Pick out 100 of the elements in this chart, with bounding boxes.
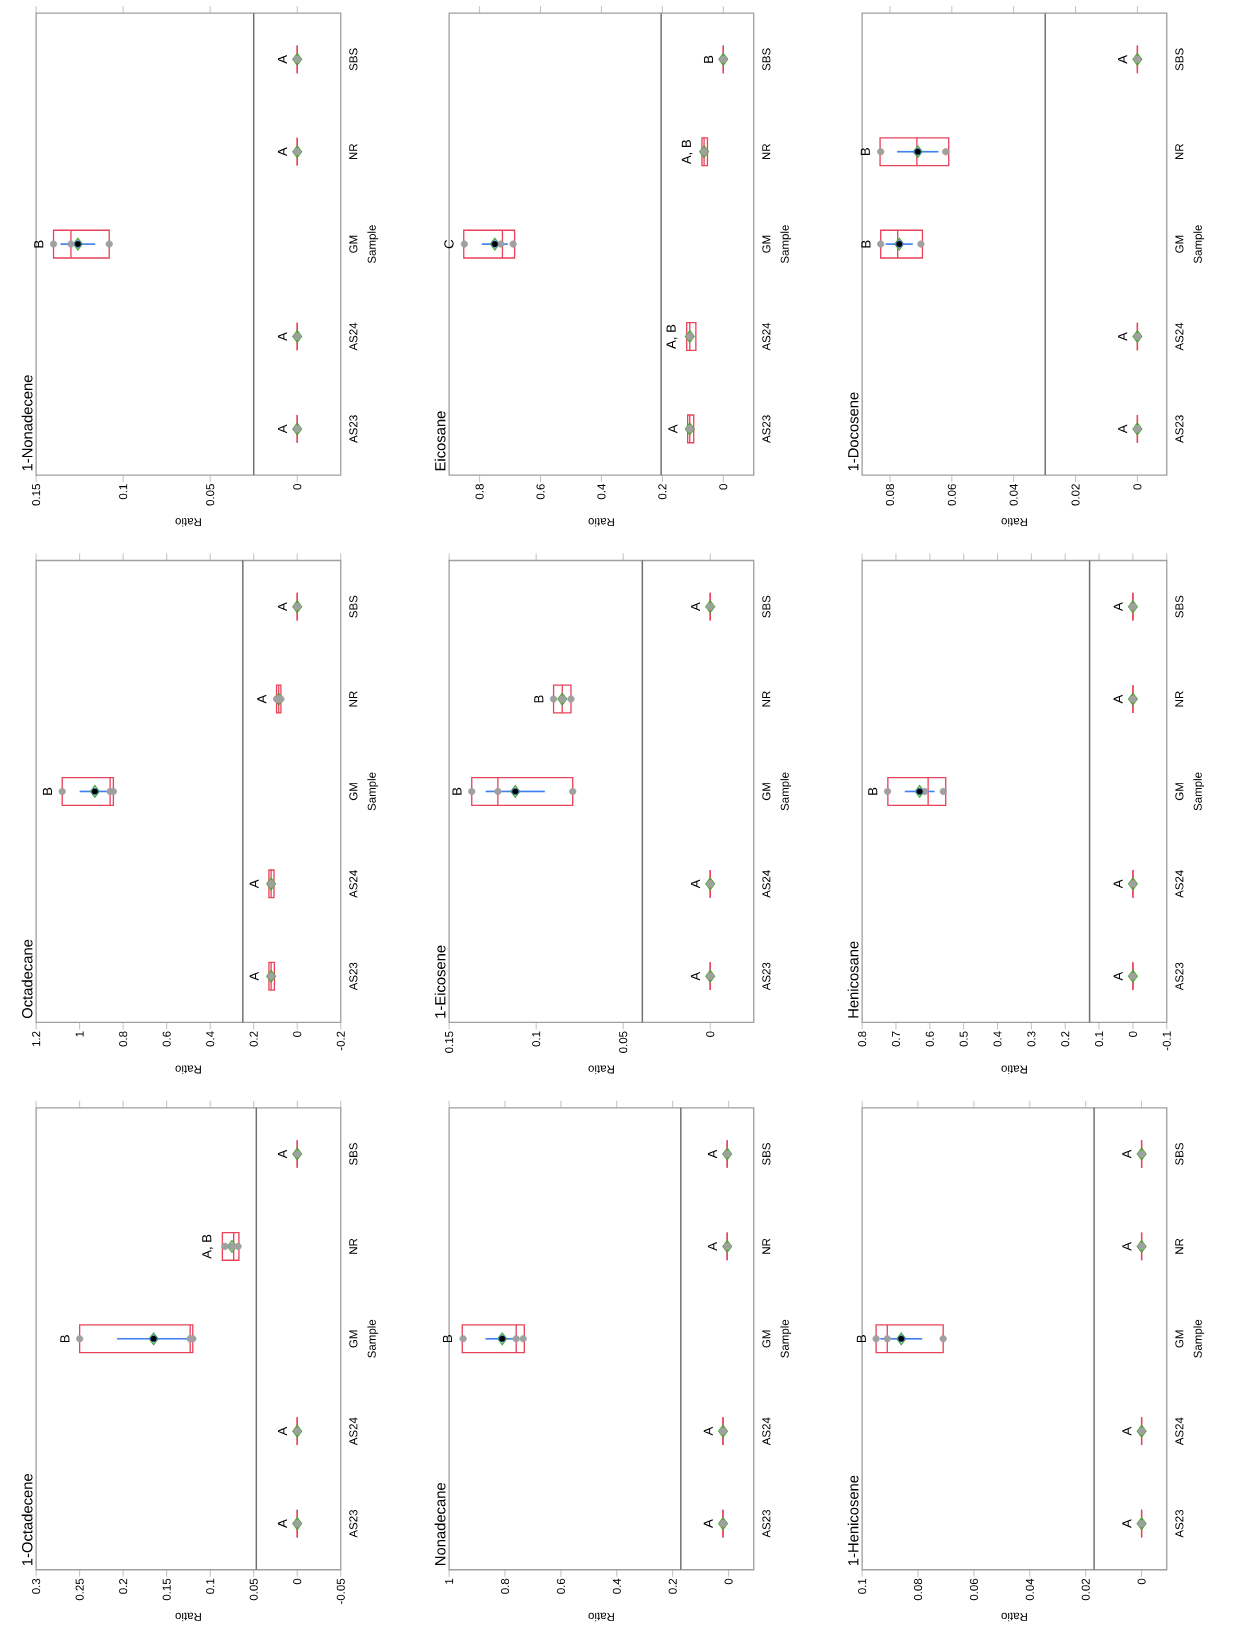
y-tick-label: AS23 (349, 1510, 358, 1538)
x-tick-label: 0.3 (1027, 1031, 1036, 1047)
y-tick-label: GM (1175, 783, 1184, 801)
x-tick-label: 0.04 (1025, 1578, 1034, 1601)
y-tick-label: GM (1175, 1330, 1184, 1348)
annotation: B (42, 787, 52, 795)
annotation: A (277, 54, 287, 64)
y-axis-title: Sample (367, 772, 379, 811)
x-tick-label: 0.6 (162, 1031, 171, 1047)
annotation: A (277, 147, 287, 157)
x-axis-title: Ratio (588, 1612, 614, 1622)
annotation: B (703, 55, 714, 63)
y-axis-title: Sample (1193, 1319, 1205, 1358)
annotation: B (868, 787, 878, 795)
y-tick-label: SBS (762, 1143, 771, 1165)
y-tick-label: GM (762, 1330, 771, 1348)
annotation: A (1122, 1519, 1132, 1528)
x-tick-label: 1.2 (32, 1031, 41, 1047)
text: 1-Docosene (848, 392, 859, 471)
y-tick-label: NR (349, 691, 358, 707)
x-tick-label: 0.8 (475, 484, 484, 500)
x-tick-label: 0.7 (891, 1031, 901, 1047)
y-tick-label: SBS (1175, 1143, 1184, 1165)
y-tick-label: SBS (1175, 48, 1184, 71)
x-tick-label: 0 (1128, 1031, 1137, 1037)
x-axis-title: Ratio (175, 1065, 201, 1074)
y-tick-label: GM (349, 1330, 358, 1348)
x-tick-label: -0.05 (336, 1578, 345, 1604)
annotation: B (861, 240, 871, 248)
annotation: C (444, 239, 454, 249)
annotation: B (442, 1335, 452, 1343)
annotation: B (452, 787, 462, 795)
annotation: A (1122, 1149, 1132, 1159)
y-axis-title: Sample (780, 1319, 792, 1358)
y-tick-label: AS24 (349, 1417, 358, 1446)
y-tick-label: SBS (349, 48, 358, 71)
x-tick-label: 0.2 (119, 1578, 128, 1594)
x-tick-label: 0 (724, 1578, 733, 1585)
y-tick-label: AS24 (349, 870, 358, 898)
annotation: B (534, 695, 544, 703)
y-tick-label: SBS (762, 48, 771, 71)
x-tick-label: 0.08 (913, 1578, 923, 1601)
x-tick-label: 0.3 (32, 1578, 41, 1594)
x-tick-label: 0.06 (947, 484, 956, 506)
y-axis-title: Sample (367, 225, 379, 264)
x-tick-label: 1 (445, 1578, 454, 1584)
annotation: A (249, 879, 259, 889)
x-tick-label: 0.02 (1071, 484, 1080, 506)
x-tick-label: 0.4 (612, 1578, 621, 1594)
annotation: A (690, 879, 700, 889)
y-tick-label: NR (762, 143, 771, 160)
x-axis-title: Ratio (175, 518, 201, 527)
x-tick-label: 0.05 (206, 484, 215, 506)
x-tick-label: 0.6 (925, 1031, 934, 1047)
annotation: A, B (202, 1234, 213, 1259)
x-tick-label: 0.8 (858, 1031, 867, 1047)
annotation: A (690, 971, 700, 981)
annotation: A, B (666, 324, 678, 349)
y-tick-label: AS23 (762, 415, 771, 443)
x-tick-label: 0.04 (1009, 483, 1018, 506)
annotation: A (1118, 424, 1128, 434)
y-tick-label: SBS (349, 1143, 358, 1165)
x-axis-title: Ratio (588, 518, 614, 527)
y-tick-label: NR (349, 1238, 358, 1254)
x-tick-label: 0.4 (206, 1031, 215, 1047)
annotation: A (277, 1519, 287, 1528)
annotation: A (703, 1519, 713, 1528)
y-tick-label: GM (762, 235, 771, 253)
x-tick-label: 0.1 (119, 484, 128, 500)
text: Henicosane (847, 941, 859, 1018)
x-tick-label: 0.8 (500, 1578, 510, 1594)
x-tick-label: 0.6 (556, 1578, 565, 1594)
y-tick-label: AS23 (762, 962, 771, 991)
y-tick-label: GM (349, 235, 358, 253)
y-tick-label: NR (762, 1238, 771, 1254)
annotation: A (257, 694, 267, 704)
y-tick-label: GM (1175, 235, 1184, 253)
annotation: B (60, 1335, 70, 1343)
annotation: A (277, 424, 287, 434)
x-tick-label: 0.5 (959, 1031, 968, 1047)
annotation: A (249, 971, 259, 981)
annotation: A (1122, 1242, 1132, 1251)
x-tick-label: 0.2 (668, 1578, 677, 1594)
annotation: A (277, 1149, 287, 1159)
text: 1-Nonadecene (21, 375, 33, 471)
y-axis-title: Sample (1193, 772, 1205, 811)
y-axis-title: Sample (780, 772, 792, 811)
x-tick-label: 0.06 (969, 1578, 978, 1601)
annotation: B (34, 240, 44, 248)
x-tick-label: 0.2 (658, 484, 667, 500)
x-axis-title: Ratio (588, 1065, 614, 1074)
x-tick-label: 0.6 (536, 484, 545, 500)
x-tick-label: 0.05 (619, 1031, 628, 1053)
x-tick-label: 0.1 (858, 1578, 867, 1594)
annotation: B (860, 148, 870, 156)
y-tick-label: AS24 (762, 322, 771, 351)
y-tick-label: AS24 (762, 870, 771, 898)
annotation: A (707, 1149, 717, 1159)
y-tick-label: AS24 (1175, 322, 1184, 351)
y-tick-label: AS23 (762, 1510, 771, 1538)
